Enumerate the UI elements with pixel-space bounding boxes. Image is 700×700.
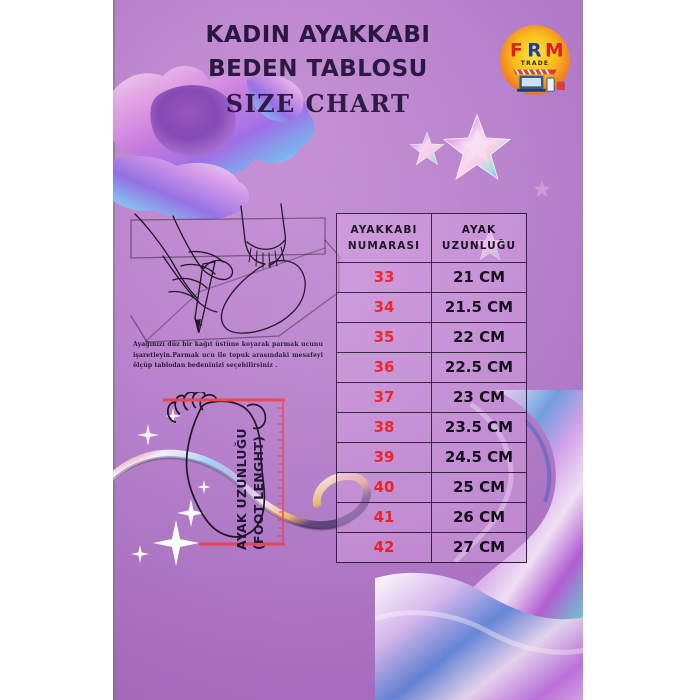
table-header-row: AYAKKABI NUMARASI AYAK UZUNLUĞU — [336, 213, 527, 263]
size-table-body: 33 21 CM 34 21.5 CM 35 22 CM 36 22.5 CM 37 23 CM 3… — [336, 262, 527, 563]
cell-shoe-size: 42 — [336, 532, 432, 563]
table-row: 34 21.5 CM — [336, 292, 527, 323]
size-table-head: AYAKKABI NUMARASI AYAK UZUNLUĞU — [336, 213, 527, 263]
size-table-container: AYAKKABI NUMARASI AYAK UZUNLUĞU 33 21 CM 3… — [336, 213, 527, 563]
foot-length-axis-label: AYAK UZUNLUĞU (FOOT LENGHT) — [233, 390, 279, 550]
cell-shoe-size: 33 — [336, 262, 432, 293]
cell-shoe-size: 41 — [336, 502, 432, 533]
cell-shoe-size: 38 — [336, 412, 432, 443]
logo-letter-r: R — [527, 40, 541, 61]
cell-shoe-size: 36 — [336, 352, 432, 383]
holographic-star-tiny-icon — [533, 180, 551, 197]
cell-foot-length: 22 CM — [431, 322, 527, 353]
poster-header: KADIN AYAKKABI BEDEN TABLOSU SIZE CHART … — [113, 0, 583, 130]
foot-outline-diagram — [163, 392, 285, 546]
column-header-shoe-size-line-2: NUMARASI — [347, 240, 421, 252]
cell-shoe-size: 35 — [336, 322, 432, 353]
size-chart-table: AYAKKABI NUMARASI AYAK UZUNLUĞU 33 21 CM 3… — [336, 213, 527, 563]
cell-foot-length: 24.5 CM — [431, 442, 527, 473]
foot-length-label-line-1: AYAK UZUNLUĞU — [234, 428, 249, 550]
cell-foot-length: 21 CM — [431, 262, 527, 293]
sparkle-icon — [137, 424, 159, 446]
column-header-foot-length-line-2: UZUNLUĞU — [441, 240, 517, 252]
cell-foot-length: 26 CM — [431, 502, 527, 533]
sparkle-icon — [131, 545, 149, 563]
title-block: KADIN AYAKKABI BEDEN TABLOSU SIZE CHART — [113, 18, 523, 122]
logo-letter-m: M — [545, 40, 564, 61]
table-row: 33 21 CM — [336, 262, 527, 293]
logo-letter-f: F — [510, 40, 523, 61]
column-header-shoe-size: AYAKKABI NUMARASI — [336, 213, 432, 263]
holographic-star-icon — [442, 113, 512, 181]
logo-tagline: TRADE — [521, 60, 549, 67]
table-row: 37 23 CM — [336, 382, 527, 413]
cell-foot-length: 27 CM — [431, 532, 527, 563]
cell-foot-length: 21.5 CM — [431, 292, 527, 323]
column-header-shoe-size-line-1: AYAKKABI — [350, 224, 418, 236]
table-row: 36 22.5 CM — [336, 352, 527, 383]
hand-tracing-foot-illustration — [130, 203, 340, 343]
cell-shoe-size: 34 — [336, 292, 432, 323]
page-title-line-1: KADIN AYAKKABI — [205, 22, 431, 48]
column-header-foot-length-line-1: AYAK — [461, 224, 497, 236]
sparkle-icon — [153, 520, 199, 566]
table-row: 35 22 CM — [336, 322, 527, 353]
cell-foot-length: 25 CM — [431, 472, 527, 503]
cell-foot-length: 22.5 CM — [431, 352, 527, 383]
sparkle-icon — [177, 499, 205, 527]
cell-shoe-size: 39 — [336, 442, 432, 473]
table-row: 42 27 CM — [336, 532, 527, 563]
sparkle-icon — [165, 408, 181, 424]
table-row: 39 24.5 CM — [336, 442, 527, 473]
brand-logo: F R M TRADE — [500, 25, 570, 95]
table-row: 41 26 CM — [336, 502, 527, 533]
cell-shoe-size: 37 — [336, 382, 432, 413]
table-row: 40 25 CM — [336, 472, 527, 503]
table-row: 38 23.5 CM — [336, 412, 527, 443]
cell-shoe-size: 40 — [336, 472, 432, 503]
measurement-instructions: Ayağınızı düz bir kağıt üstüne koyarak p… — [133, 341, 323, 369]
sparkle-icon — [197, 480, 211, 494]
holographic-star-small-icon — [409, 131, 445, 166]
column-header-foot-length: AYAK UZUNLUĞU — [431, 213, 527, 263]
cell-foot-length: 23.5 CM — [431, 412, 527, 443]
cell-foot-length: 23 CM — [431, 382, 527, 413]
size-chart-poster: KADIN AYAKKABI BEDEN TABLOSU SIZE CHART … — [113, 0, 583, 700]
holographic-blob-decoration — [113, 66, 315, 220]
page-title-line-3: SIZE CHART — [225, 89, 411, 118]
page-title-line-2: BEDEN TABLOSU — [208, 56, 428, 82]
foot-length-label-line-2: (FOOT LENGHT) — [251, 435, 266, 550]
